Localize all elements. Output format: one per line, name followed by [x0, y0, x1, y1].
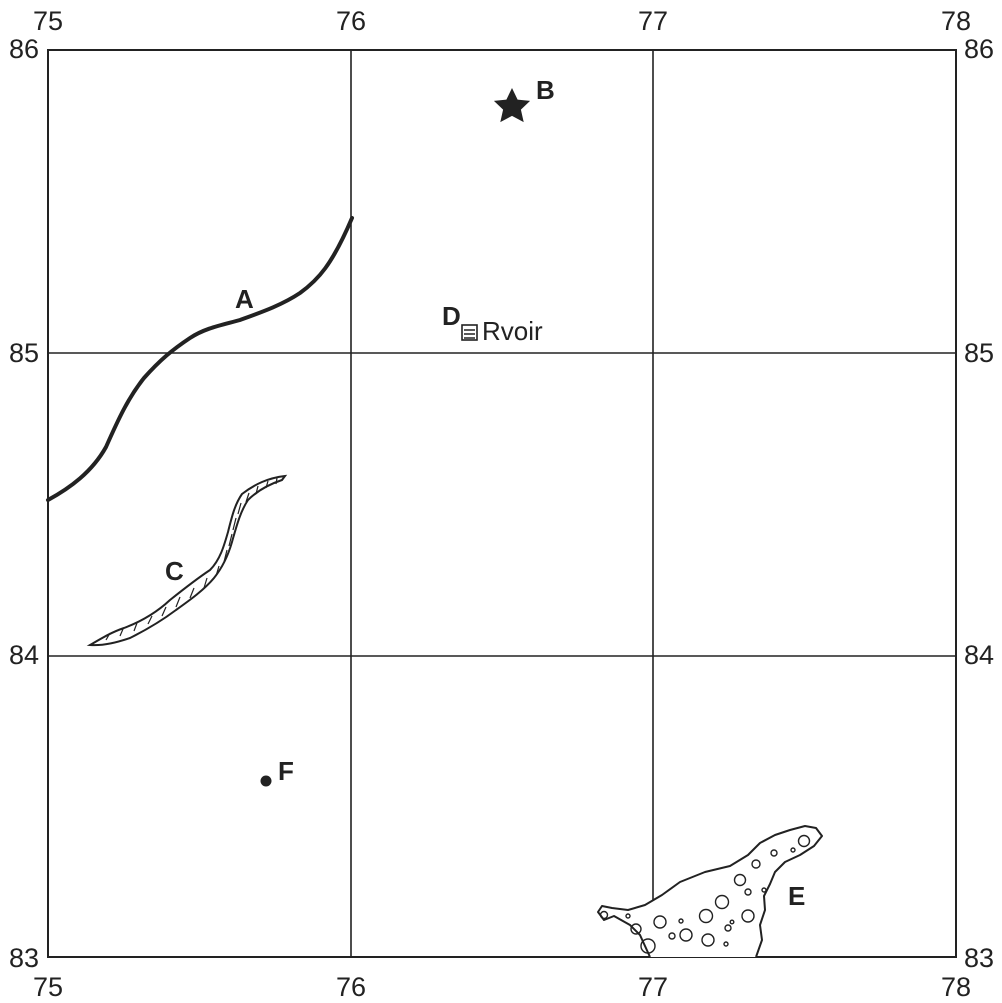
feature-e-label: E [788, 881, 805, 911]
reservoir-icon [461, 324, 478, 341]
top-tick-78: 78 [941, 6, 971, 36]
top-tick-77: 77 [638, 6, 668, 36]
feature-a-label: A [235, 284, 254, 314]
top-tick-76: 76 [336, 6, 366, 36]
bottom-tick-78: 78 [941, 972, 971, 1002]
feature-a-line [46, 216, 354, 502]
feature-c-ridge [86, 474, 288, 647]
right-tick-85: 85 [964, 338, 994, 368]
reservoir-text: Rvoir [482, 316, 543, 346]
feature-c-label: C [165, 556, 184, 586]
right-tick-83: 83 [964, 943, 994, 973]
bottom-tick-77: 77 [638, 972, 668, 1002]
star-icon [493, 88, 531, 123]
feature-b-label: B [536, 75, 555, 105]
feature-f-label: F [278, 756, 294, 786]
feature-e-area [597, 825, 823, 958]
bottom-tick-76: 76 [336, 972, 366, 1002]
left-tick-83: 83 [9, 943, 39, 973]
feature-d-label: D [442, 301, 461, 331]
top-tick-75: 75 [33, 6, 63, 36]
map-grid [47, 49, 957, 958]
left-tick-85: 85 [9, 338, 39, 368]
right-tick-86: 86 [964, 34, 994, 64]
bottom-tick-75: 75 [33, 972, 63, 1002]
map-frame [47, 49, 957, 958]
left-tick-84: 84 [9, 640, 39, 670]
dot-icon [260, 775, 272, 787]
left-tick-86: 86 [9, 34, 39, 64]
right-tick-84: 84 [964, 640, 994, 670]
